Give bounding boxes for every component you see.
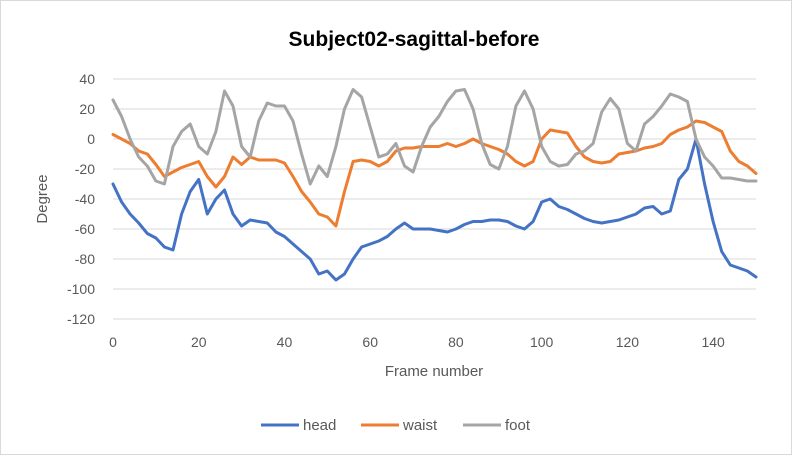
x-tick-label: 40: [277, 334, 293, 350]
gridlines: [113, 78, 756, 320]
x-tick-label: 20: [191, 334, 207, 350]
x-tick-label: 60: [362, 334, 378, 350]
x-tick-label: 100: [530, 334, 554, 350]
y-axis-title: Degree: [34, 174, 51, 223]
x-tick-labels: 0 20 40 60 80 100 120 140: [109, 334, 725, 350]
x-tick-label: 140: [701, 334, 725, 350]
series-line-waist: [111, 119, 758, 228]
x-tick-label: 120: [616, 334, 640, 350]
y-tick-label: -120: [67, 311, 95, 327]
legend-label: waist: [402, 417, 438, 434]
legend-item-waist: waist: [361, 417, 438, 434]
y-tick-label: -40: [75, 191, 95, 207]
legend-label: foot: [505, 417, 531, 434]
y-tick-label: -20: [75, 161, 95, 177]
y-tick-label: -100: [67, 281, 95, 297]
legend-item-foot: foot: [463, 417, 531, 434]
x-axis-title: Frame number: [385, 363, 483, 380]
x-tick-label: 80: [448, 334, 464, 350]
legend-label: head: [303, 417, 336, 434]
y-tick-label: 20: [79, 101, 95, 117]
y-tick-label: -80: [75, 251, 95, 267]
series-lines: [111, 88, 758, 282]
legend: head waist foot: [261, 417, 531, 434]
y-tick-label: -60: [75, 221, 95, 237]
series-line-head: [111, 137, 758, 282]
chart-title: Subject02-sagittal-before: [289, 28, 540, 51]
x-tick-label: 0: [109, 334, 117, 350]
y-tick-label: 40: [79, 71, 95, 87]
series-line-foot: [111, 88, 758, 186]
y-tick-labels: 40 20 0 -20 -40 -60 -80 -100 -120: [67, 71, 95, 327]
legend-item-head: head: [261, 417, 336, 434]
y-tick-label: 0: [87, 131, 95, 147]
